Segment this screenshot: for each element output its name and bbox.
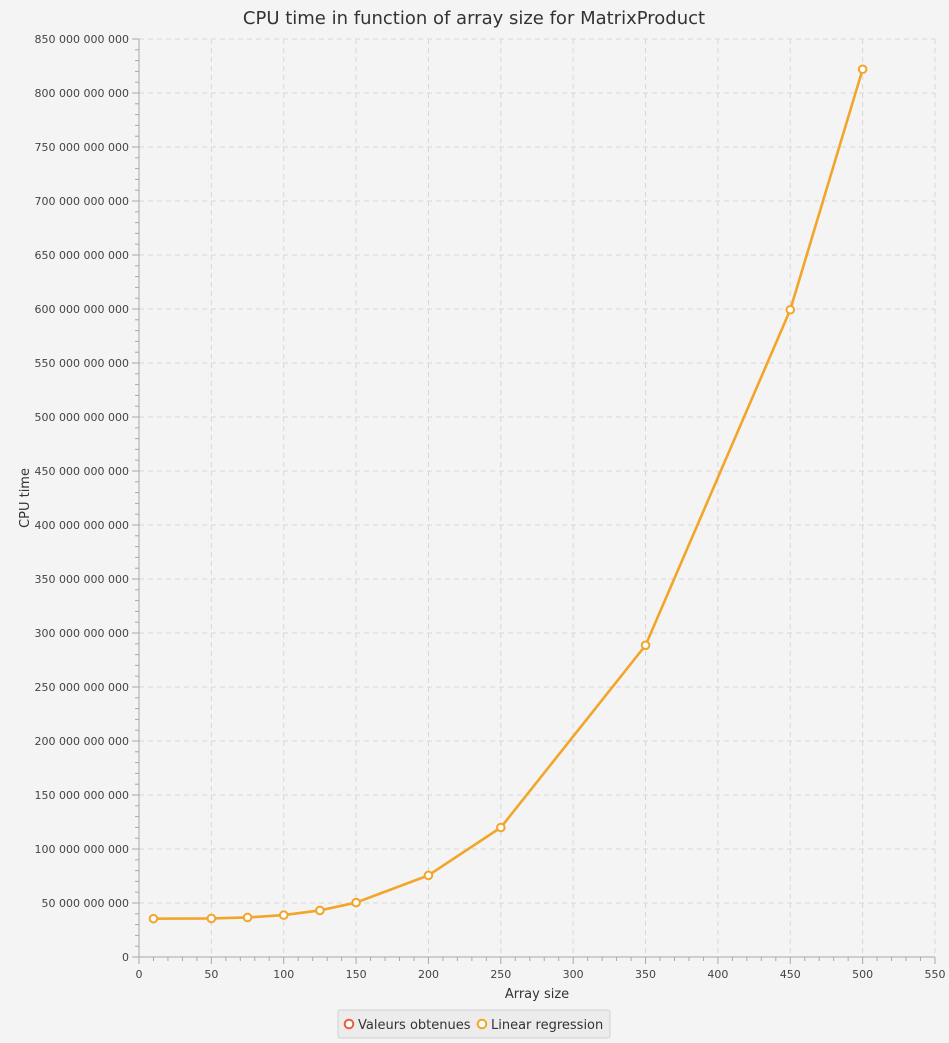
y-tick-label: 850 000 000 000 — [35, 33, 129, 46]
x-axis-title: Array size — [505, 987, 569, 1002]
y-axis-ticks: 0 50 000 000 000 100 000 000 000 150 000 00… — [35, 33, 129, 964]
data-point[interactable] — [315, 905, 325, 916]
y-tick-label: 50 000 000 000 — [42, 897, 129, 910]
y-tick-label: 250 000 000 000 — [35, 681, 129, 694]
x-tick-label: 400 — [707, 968, 728, 981]
x-tick-label: 150 — [346, 968, 367, 981]
y-tick-label: 500 000 000 000 — [35, 411, 129, 424]
y-tick-label: 750 000 000 000 — [35, 141, 129, 154]
y-tick-label: 600 000 000 000 — [35, 303, 129, 316]
y-tick-label: 150 000 000 000 — [35, 789, 129, 802]
y-axis-title: CPU time — [18, 468, 33, 528]
data-point[interactable] — [785, 304, 796, 315]
y-tick-label: 650 000 000 000 — [35, 249, 129, 262]
y-tick-label: 100 000 000 000 — [35, 843, 129, 856]
series-linear-regression — [148, 64, 868, 924]
data-point[interactable] — [278, 910, 289, 920]
data-point[interactable] — [496, 822, 506, 833]
x-tick-label: 350 — [635, 968, 656, 981]
data-point[interactable] — [242, 912, 253, 923]
axes — [132, 38, 936, 964]
x-tick-label: 250 — [490, 968, 511, 981]
x-tick-label: 0 — [136, 968, 143, 981]
y-tick-label: 700 000 000 000 — [35, 195, 129, 208]
legend-marker-valeurs-obtenues — [343, 1018, 355, 1030]
data-point[interactable] — [423, 870, 434, 881]
y-tick-label: 350 000 000 000 — [35, 573, 129, 586]
legend-marker-linear-regression — [476, 1018, 488, 1030]
data-point[interactable] — [206, 913, 217, 924]
x-tick-label: 100 — [273, 968, 294, 981]
data-point[interactable] — [351, 897, 361, 908]
y-tick-label: 450 000 000 000 — [35, 465, 129, 478]
x-tick-label: 300 — [563, 968, 584, 981]
y-tick-label: 0 — [122, 951, 129, 964]
x-tick-label: 450 — [780, 968, 801, 981]
legend-item-linear-regression[interactable]: Linear regression — [476, 1018, 604, 1033]
chart-title: CPU time in function of array size for M… — [243, 8, 705, 29]
legend: Valeurs obtenues Linear regression — [337, 1009, 611, 1039]
data-point[interactable] — [857, 64, 868, 75]
legend-label-linear-regression: Linear regression — [491, 1018, 603, 1033]
grid — [139, 38, 936, 957]
x-tick-label: 500 — [852, 968, 873, 981]
y-tick-label: 400 000 000 000 — [35, 519, 129, 532]
y-tick-label: 300 000 000 000 — [35, 627, 129, 640]
legend-label-valeurs-obtenues: Valeurs obtenues — [358, 1018, 471, 1033]
x-tick-label: 50 — [204, 968, 218, 981]
series-layer — [148, 64, 868, 924]
series-line-linear-regression — [152, 67, 864, 920]
data-point[interactable] — [640, 640, 651, 651]
legend-item-valeurs-obtenues[interactable]: Valeurs obtenues — [343, 1018, 471, 1033]
y-tick-label: 550 000 000 000 — [35, 357, 129, 370]
y-tick-label: 800 000 000 000 — [35, 87, 129, 100]
legend-box — [337, 1009, 611, 1039]
x-axis-ticks: 0 50 100 150 200 250 300 350 400 450 500 550 — [136, 968, 946, 981]
data-point[interactable] — [148, 913, 159, 924]
y-tick-label: 200 000 000 000 — [35, 735, 129, 748]
x-tick-label: 200 — [418, 968, 439, 981]
x-tick-label: 550 — [925, 968, 946, 981]
